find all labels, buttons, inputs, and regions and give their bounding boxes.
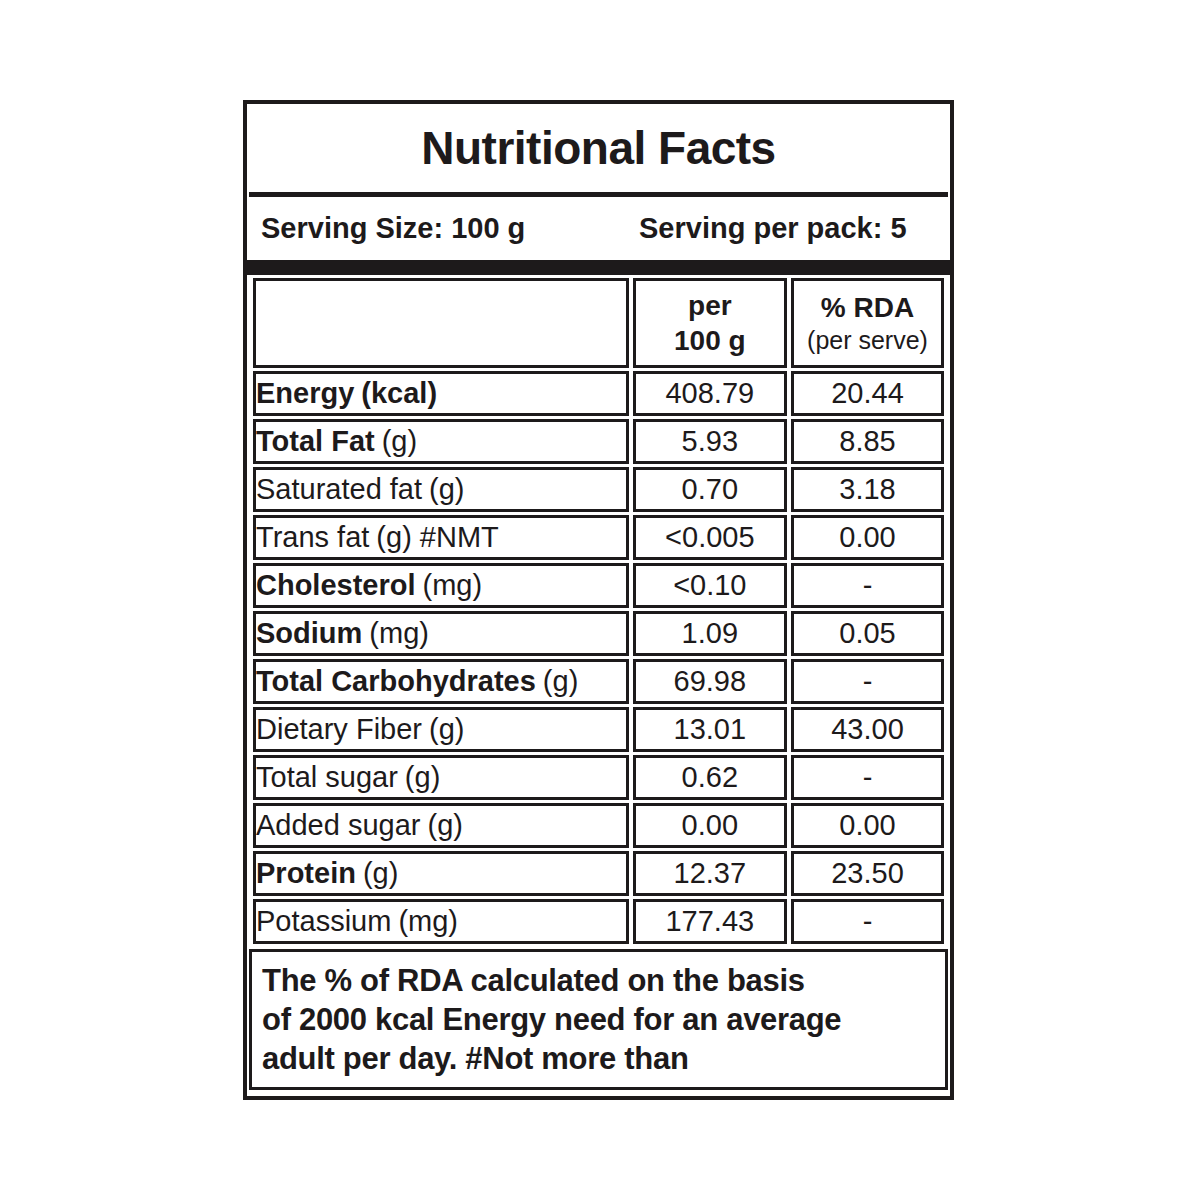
page-title: Nutritional Facts [421,121,775,175]
header-rda-cell: % RDA (per serve) [791,278,944,368]
row-per100-cell: 0.62 [633,755,787,800]
row-per100-cell: 13.01 [633,707,787,752]
row-per100-cell: 0.70 [633,467,787,512]
label-title-section: Nutritional Facts [249,104,948,197]
header-nutrient-cell [253,278,629,368]
row-per100-cell: <0.10 [633,563,787,608]
thick-divider-bar [247,260,950,275]
row-rda-cell: - [791,899,944,944]
row-rda-cell: 0.00 [791,515,944,560]
row-rda-cell: - [791,755,944,800]
table-row-saturated-fat: Saturated fat(g) 0.70 3.18 [253,467,944,512]
table-row-sodium: Sodium(mg) 1.09 0.05 [253,611,944,656]
table-header-row: per 100 g % RDA (per serve) [253,278,944,368]
rda-footnote: The % of RDA calculated on the basis of … [249,949,948,1090]
row-rda-cell: 0.00 [791,803,944,848]
footnote-line-3: adult per day. #Not more than [262,1039,945,1078]
row-rda-cell: - [791,563,944,608]
row-label-cell: Total Fat(g) [253,419,629,464]
row-rda-cell: 23.50 [791,851,944,896]
table-row-potassium: Potassium(mg) 177.43 - [253,899,944,944]
table-row-protein: Protein(g) 12.37 23.50 [253,851,944,896]
row-per100-cell: 0.00 [633,803,787,848]
row-label-cell: Energy(kcal) [253,371,629,416]
row-label-cell: Potassium(mg) [253,899,629,944]
serving-size-text: Serving Size: 100 g [261,212,525,245]
table-row-trans-fat: Trans fat(g) #NMT <0.005 0.00 [253,515,944,560]
serving-per-pack-text: Serving per pack: 5 [639,212,907,245]
table-row-dietary-fiber: Dietary Fiber(g) 13.01 43.00 [253,707,944,752]
footnote-line-2: of 2000 kcal Energy need for an average [262,1000,945,1039]
row-per100-cell: 1.09 [633,611,787,656]
row-label-cell: Dietary Fiber(g) [253,707,629,752]
row-label-cell: Saturated fat(g) [253,467,629,512]
row-label-cell: Protein(g) [253,851,629,896]
table-row-total-carbohydrates: Total Carbohydrates(g) 69.98 - [253,659,944,704]
header-100g-label: 100 g [636,323,784,358]
row-per100-cell: <0.005 [633,515,787,560]
nutrition-facts-label: Nutritional Facts Serving Size: 100 g Se… [243,100,954,1100]
row-label-cell: Trans fat(g) #NMT [253,515,629,560]
row-label-cell: Total Carbohydrates(g) [253,659,629,704]
footnote-line-1: The % of RDA calculated on the basis [262,961,945,1000]
row-per100-cell: 177.43 [633,899,787,944]
header-per-serve-label: (per serve) [794,325,941,356]
row-per100-cell: 408.79 [633,371,787,416]
row-rda-cell: 20.44 [791,371,944,416]
row-label-cell: Cholesterol(mg) [253,563,629,608]
row-label-cell: Sodium(mg) [253,611,629,656]
header-per-label: per [636,288,784,323]
serving-info-section: Serving Size: 100 g Serving per pack: 5 [249,197,948,260]
row-rda-cell: 3.18 [791,467,944,512]
table-row-total-sugar: Total sugar(g) 0.62 - [253,755,944,800]
header-rda-label: % RDA [794,290,941,325]
row-per100-cell: 5.93 [633,419,787,464]
row-rda-cell: 0.05 [791,611,944,656]
table-row-cholesterol: Cholesterol(mg) <0.10 - [253,563,944,608]
row-label-cell: Total sugar(g) [253,755,629,800]
row-per100-cell: 12.37 [633,851,787,896]
row-per100-cell: 69.98 [633,659,787,704]
row-rda-cell: 43.00 [791,707,944,752]
row-rda-cell: 8.85 [791,419,944,464]
table-row-energy: Energy(kcal) 408.79 20.44 [253,371,944,416]
row-label-cell: Added sugar(g) [253,803,629,848]
nutrition-table: per 100 g % RDA (per serve) Energy(kcal)… [249,275,948,947]
row-rda-cell: - [791,659,944,704]
table-row-total-fat: Total Fat(g) 5.93 8.85 [253,419,944,464]
table-row-added-sugar: Added sugar(g) 0.00 0.00 [253,803,944,848]
header-per-100g-cell: per 100 g [633,278,787,368]
